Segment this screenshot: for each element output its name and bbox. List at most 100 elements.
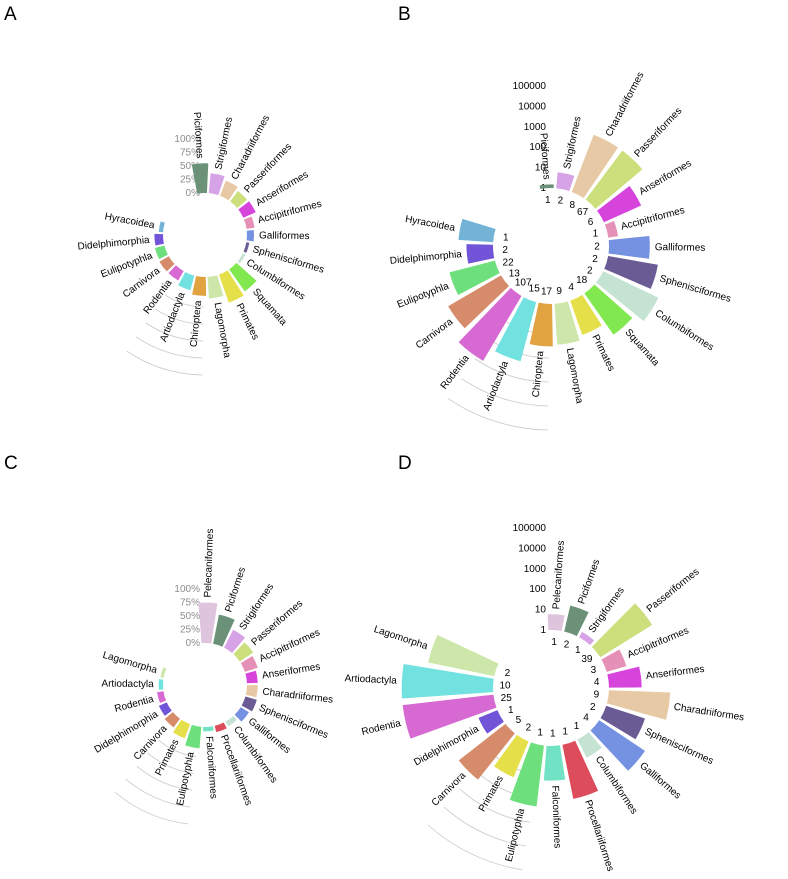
category-label-piciformes: Piciformes [576, 558, 602, 606]
bar-strigiformes [579, 631, 595, 646]
value-label-anseriformes: 4 [594, 677, 600, 688]
bar-passeriformes [230, 190, 248, 209]
bar-falconiformes [203, 726, 214, 732]
category-label-charadriiformes: Charadriiformes [262, 687, 334, 706]
bar-procellariiformes [562, 740, 599, 799]
category-label-piciformes: Piciformes [537, 133, 551, 180]
bar-accipitriformes [240, 656, 258, 672]
bar-primates [173, 719, 191, 739]
bar-anseriformes [238, 201, 256, 218]
bar-passeriformes [233, 642, 254, 662]
bar-falconiformes [543, 745, 566, 781]
category-label-artiodactyla: Artiodactyla [344, 673, 397, 686]
bar-lagomorpha [207, 275, 224, 299]
value-label-charadriiformes: 8 [570, 200, 576, 211]
category-label-strigiformes: Strigiformes [213, 116, 235, 170]
circular-bar-chart-c: 100%75%50%25%0%Pelecaniformes PiciformesS… [93, 528, 334, 825]
radial-tick-label: 25% [180, 625, 200, 636]
bar-primates [218, 270, 244, 303]
bar-lagomorpha [160, 667, 167, 678]
category-label-anseriformes: Anseriformes [261, 661, 321, 681]
guide-arc [145, 322, 204, 342]
bar-anseriformes [245, 670, 258, 684]
value-label-passeriformes: 67 [577, 207, 589, 218]
bar-rodentia [168, 265, 184, 281]
category-label-lagomorpha: Lagomorpha [101, 650, 158, 677]
value-label-primates: 2 [526, 723, 532, 734]
value-label-didelphimorphia: 2 [502, 245, 508, 256]
bar-chiroptera [192, 276, 207, 296]
value-label-columbiformes: 1 [574, 721, 580, 732]
radial-tick-label: 0% [186, 638, 201, 649]
category-label-pelecaniformes: Pelecaniformes [551, 540, 567, 610]
bar-didelphimorphia [466, 244, 495, 264]
radial-tick-label: 1 [540, 183, 546, 194]
circular-bar-chart-a: 100%75%50%25%0%Piciformes StrigiformesCha… [77, 112, 325, 376]
bar-columbiformes [225, 715, 237, 727]
value-label-primates: 4 [568, 282, 574, 293]
guide-arc [427, 824, 523, 871]
bar-galliformes [608, 235, 650, 259]
radial-tick-label: 100 [529, 142, 546, 153]
bar-galliformes [246, 230, 255, 242]
value-label-charadriiformes: 9 [594, 690, 600, 701]
guide-arc [126, 350, 203, 376]
value-label-pelecaniformes: 1 [551, 637, 557, 648]
value-label-strigiformes: 2 [558, 196, 564, 207]
value-label-eulipotyphla: 22 [503, 257, 515, 268]
value-label-artiodactyla: 10 [499, 681, 511, 692]
radial-tick-label: 10 [535, 605, 547, 616]
guide-arc [155, 308, 204, 325]
category-label-anseriformes: Anseriformes [637, 158, 693, 198]
radial-tick-label: 50% [180, 161, 200, 172]
category-label-hyracoidea: Hyracoidea [104, 211, 156, 231]
panel-label-c: C [4, 453, 18, 474]
bar-rodentia [402, 694, 497, 739]
category-label-sphenisciformes: Sphenisciformes [643, 726, 715, 767]
bar-accipitriformes [601, 649, 627, 672]
radial-tick-label: 100000 [513, 81, 547, 92]
guide-arc [136, 765, 193, 791]
guide-arc [164, 294, 204, 308]
guide-arc [158, 739, 197, 757]
circular-bar-chart-b: 100000 10000 1000 100 10 1 Piciformes 1 Strigifo… [389, 70, 732, 431]
category-label-primates: Primates [477, 774, 506, 814]
guide-arc [474, 358, 549, 383]
bar-accipitriformes [604, 221, 619, 238]
bar-primates [570, 294, 602, 335]
bar-carnivora [458, 723, 515, 780]
category-label-squamata: Squamata [250, 287, 289, 329]
guide-arc [447, 398, 548, 431]
bar-squamata [584, 284, 633, 335]
bar-artiodactyla [158, 679, 164, 690]
category-label-columbiformes: Columbiformes [653, 308, 716, 353]
value-label-procellariiformes: 1 [562, 726, 568, 737]
category-label-procellariiformes: Procellariiformes [582, 799, 615, 873]
category-label-chiroptera: Chiroptera [189, 300, 205, 348]
guide-arc [461, 378, 549, 407]
circular-bar-chart-d: 100000 10000 1000 100 10 1 Pelecaniformes 1 Pici… [344, 523, 744, 873]
bar-carnivora [448, 275, 510, 329]
value-label-passeriformes: 39 [581, 654, 593, 665]
bar-lagomorpha [554, 301, 580, 345]
bar-passeriformes [585, 150, 643, 209]
value-label-falconiformes: 1 [550, 729, 556, 740]
bar-eulipotyphla [185, 724, 202, 749]
panel-label-b: B [398, 4, 411, 25]
bar-eulipotyphla [509, 742, 544, 807]
radial-tick-label: 25% [180, 175, 200, 186]
bar-anseriformes [607, 666, 642, 688]
radial-tick-label: 10000 [518, 101, 546, 112]
radial-tick-label: 10 [535, 163, 547, 174]
radial-tick-label: 100 [529, 584, 546, 595]
category-label-galliformes: Galliformes [637, 760, 683, 801]
bar-hyracoidea [458, 218, 496, 243]
bar-galliformes [590, 720, 645, 771]
bar-hyracoidea [158, 221, 165, 233]
category-label-chiroptera: Chiroptera [531, 350, 547, 398]
value-label-galliformes: 4 [583, 712, 589, 723]
category-label-lagomorpha: Lagomorpha [372, 624, 429, 652]
bar-passeriformes [591, 603, 653, 658]
category-label-eulipotyphla: Eulipotyphla [396, 281, 451, 311]
